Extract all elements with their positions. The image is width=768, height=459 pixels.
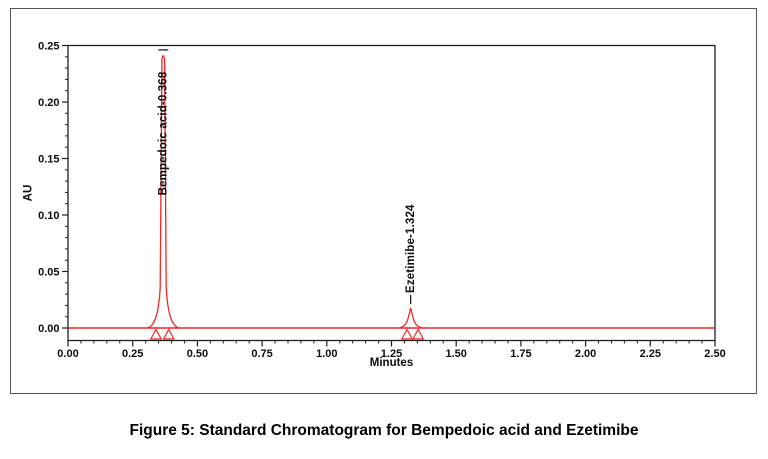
integration-marker-ezetimibe: [400, 328, 414, 340]
x-tick-label: 1.75: [510, 348, 531, 360]
y-tick-label: 0.00: [38, 323, 59, 335]
peak-label-bempedoic-acid: Bempedoic acid-0.368: [158, 71, 170, 195]
x-tick-label: 1.00: [316, 348, 337, 360]
peak-trace-bempedoic-acid: [146, 54, 180, 329]
integration-marker-bempedoic-acid: [162, 328, 175, 340]
y-tick-label: 0.25: [38, 40, 59, 52]
x-tick-label: 1.25: [381, 348, 402, 360]
x-tick-label: 2.50: [704, 348, 725, 360]
x-tick-label: 0.75: [251, 348, 272, 360]
y-tick-label: 0.05: [38, 266, 59, 278]
chromatogram-trace: [68, 54, 715, 329]
x-tick-label: 1.50: [445, 348, 466, 360]
figure-border: [10, 8, 757, 394]
axis-tick-labels: 0.00 0.25 0.50 0.75 1.00 1.25 1.50 1.75 2.00 2.25…: [38, 40, 726, 360]
x-tick-label: 2.00: [575, 348, 596, 360]
y-tick-label: 0.20: [38, 97, 59, 109]
y-tick-label: 0.10: [38, 210, 59, 222]
integration-marker-bempedoic-acid: [149, 328, 163, 340]
x-axis-label: Minutes: [370, 357, 413, 369]
x-tick-label: 0.00: [57, 348, 78, 360]
integration-marker-ezetimibe: [411, 328, 425, 340]
y-tick-label: 0.15: [38, 153, 59, 165]
chromatogram-chart: 0.00 0.25 0.50 0.75 1.00 1.25 1.50 1.75 2.00 2.25…: [10, 8, 757, 394]
y-axis-label: AU: [23, 185, 35, 202]
x-tick-label: 0.25: [122, 348, 143, 360]
axis-ticks: [62, 44, 716, 347]
x-tick-label: 2.25: [640, 348, 661, 360]
figure-caption: Figure 5: Standard Chromatogram for Bemp…: [129, 422, 639, 439]
plot-area: [67, 44, 716, 342]
peak-annotations: Bempedoic acid-0.368 Ezetimibe-1.324: [149, 49, 425, 340]
peak-label-ezetimibe: Ezetimibe-1.324: [405, 204, 417, 293]
x-tick-label: 0.50: [187, 348, 208, 360]
peak-trace-ezetimibe: [399, 307, 423, 329]
